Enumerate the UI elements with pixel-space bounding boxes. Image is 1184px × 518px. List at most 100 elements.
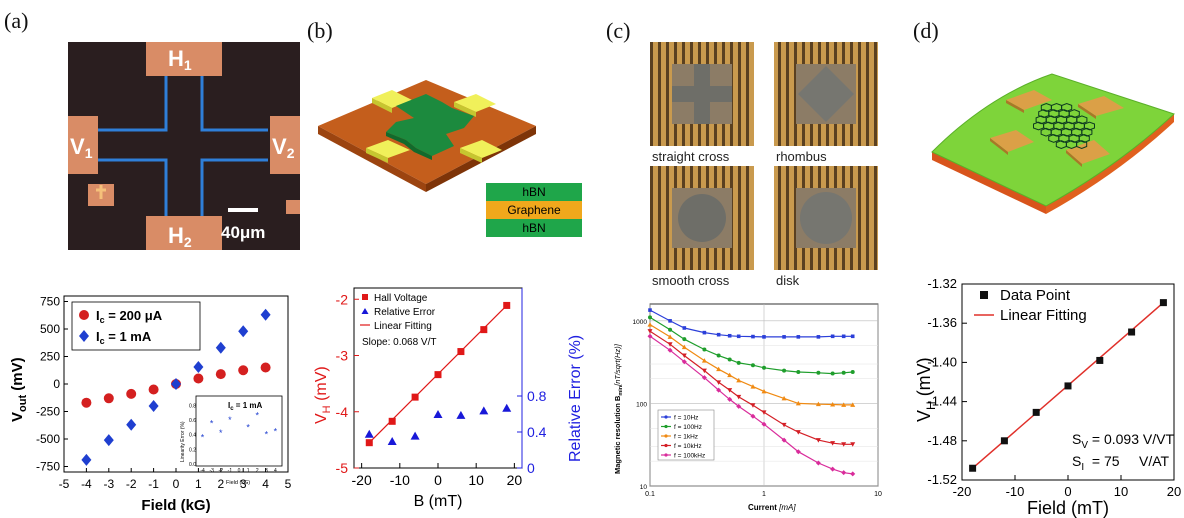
chart-c: Magnetic resolution Bmin[nT/sqrt(Hz)] Cu… [613,303,882,512]
series-point [701,358,707,363]
data-point-200uA [238,365,249,376]
data-point [1159,299,1167,307]
y-tick-label-left: -4 [336,404,349,420]
y-tick-label-right: 0 [527,460,535,476]
geometry-micrographs: straight cross rhombus smooth cross disk [650,42,878,288]
legend-label-fit: Linear Fitting [374,321,432,332]
layer-label-hbn-bottom: hBN [522,221,545,235]
series-point [841,370,846,375]
legend-label-1mA: Ic = 1 mA [96,329,152,346]
x-tick-label: 10 [468,472,484,488]
x-tick-label: 5 [285,477,292,491]
flexible-hall-device-3d [931,73,1175,214]
series-point [781,422,787,428]
series-point [716,366,722,372]
inset-x-tick: -4 [200,468,205,474]
pad-v2 [270,116,300,174]
y-axis-label-c: Magnetic resolution Bmin[nT/sqrt(Hz)] [613,343,624,474]
relative-error-point [387,437,397,445]
y-tick-label-right: 0.8 [527,388,547,404]
inset-y-tick: 0.6 [189,418,196,424]
hall-voltage-point [457,348,465,356]
series-point [716,387,722,393]
pad-h1-label: H1 [168,46,192,73]
data-point-1mA [193,360,204,373]
lattice-hexagon [1078,133,1090,143]
inset-x-tick: -3 [209,468,214,474]
x-tick-label: 0 [1064,484,1071,499]
inset-data-point: * [210,419,214,429]
inset-x-tick: 1 [247,468,250,474]
relative-error-point [502,403,512,412]
y-tick-label: 10 [640,484,648,491]
series-point [830,334,835,339]
series-point [815,460,821,466]
series-point [796,335,801,339]
inset-data-point: * [255,411,259,421]
data-point-200uA [260,362,271,373]
series-point [850,402,856,407]
x-tick-label: 20 [507,472,523,488]
series-point [841,334,846,339]
series-point [761,421,767,427]
inset-x-tick: 0 [238,468,241,474]
series-point [702,330,707,335]
y-tick-label: -250 [36,405,60,419]
inset-data-point: * [246,422,250,432]
y-tick-label: -750 [36,460,60,474]
y-tick-label: 250 [40,350,60,364]
y-tick-label-left: -2 [336,291,349,307]
y-tick-label: -500 [36,432,60,446]
slope-annotation: Slope: 0.068 V/T [362,337,437,348]
x-tick-label: -5 [59,477,70,491]
data-point-1mA [81,453,92,466]
series-point [702,347,707,352]
inset-x-tick: 2 [256,468,259,474]
relative-error-point [364,429,374,438]
y-tick-label: -1.36 [927,315,957,330]
series-point [795,430,801,435]
x-tick-label: -1 [148,477,159,491]
series-point [761,410,767,415]
pad-v1 [68,116,98,174]
annotation-sv: SV = 0.093 V/VT [1072,431,1174,451]
pad-h1 [146,42,222,76]
data-point-1mA [238,325,249,338]
panel-label-a: (a) [4,8,29,33]
series-point [830,402,836,407]
x-tick-label: 20 [1167,484,1181,499]
y-tick-label: 750 [40,295,60,309]
legend-label-error: Relative Error [374,307,436,318]
inset-y-tick: 0.4 [189,433,196,439]
pad-v1-label: V1 [70,134,93,161]
legend-marker-200uA [79,310,89,320]
series-point [750,413,756,419]
inset-data-point: * [219,428,223,438]
chart-a: Vout (mV) Field (kG) -5 -4 -3 -2 -1 0 1 2 3 4 5750… [9,295,292,515]
y-tick-label: 100 [636,401,647,408]
hall-cross-micrograph: H1 H2 V1 V2 40μm [68,42,300,250]
pad-h2-label: H2 [168,223,192,250]
series-point [682,326,687,330]
x-tick-label: -20 [352,472,372,488]
data-point [1032,408,1040,416]
data-point-200uA [215,369,226,380]
x-axis-label-a: Field (kG) [141,497,210,514]
legend-label-data-point: Data Point [1000,287,1071,304]
x-tick-label: 10 [1114,484,1128,499]
lattice-hexagon [1076,140,1088,150]
series-point [681,359,687,365]
legend-marker [664,424,668,429]
data-point-1mA [260,308,271,321]
hbn-graphene-device-3d: hBN Graphene hBN [318,80,582,237]
x-axis-label-c: Current [mA] [748,503,796,512]
inset-y-tick: 0.0 [189,462,196,468]
y-tick-label-right: 0.4 [527,424,547,440]
micrograph-disk [774,166,878,270]
micrograph-smooth-cross [650,166,754,270]
hall-voltage-point [503,301,511,309]
series-point [647,329,653,334]
series-point [682,337,687,342]
series-point [736,403,742,409]
inset-title: Ic = 1 mA [228,401,262,412]
